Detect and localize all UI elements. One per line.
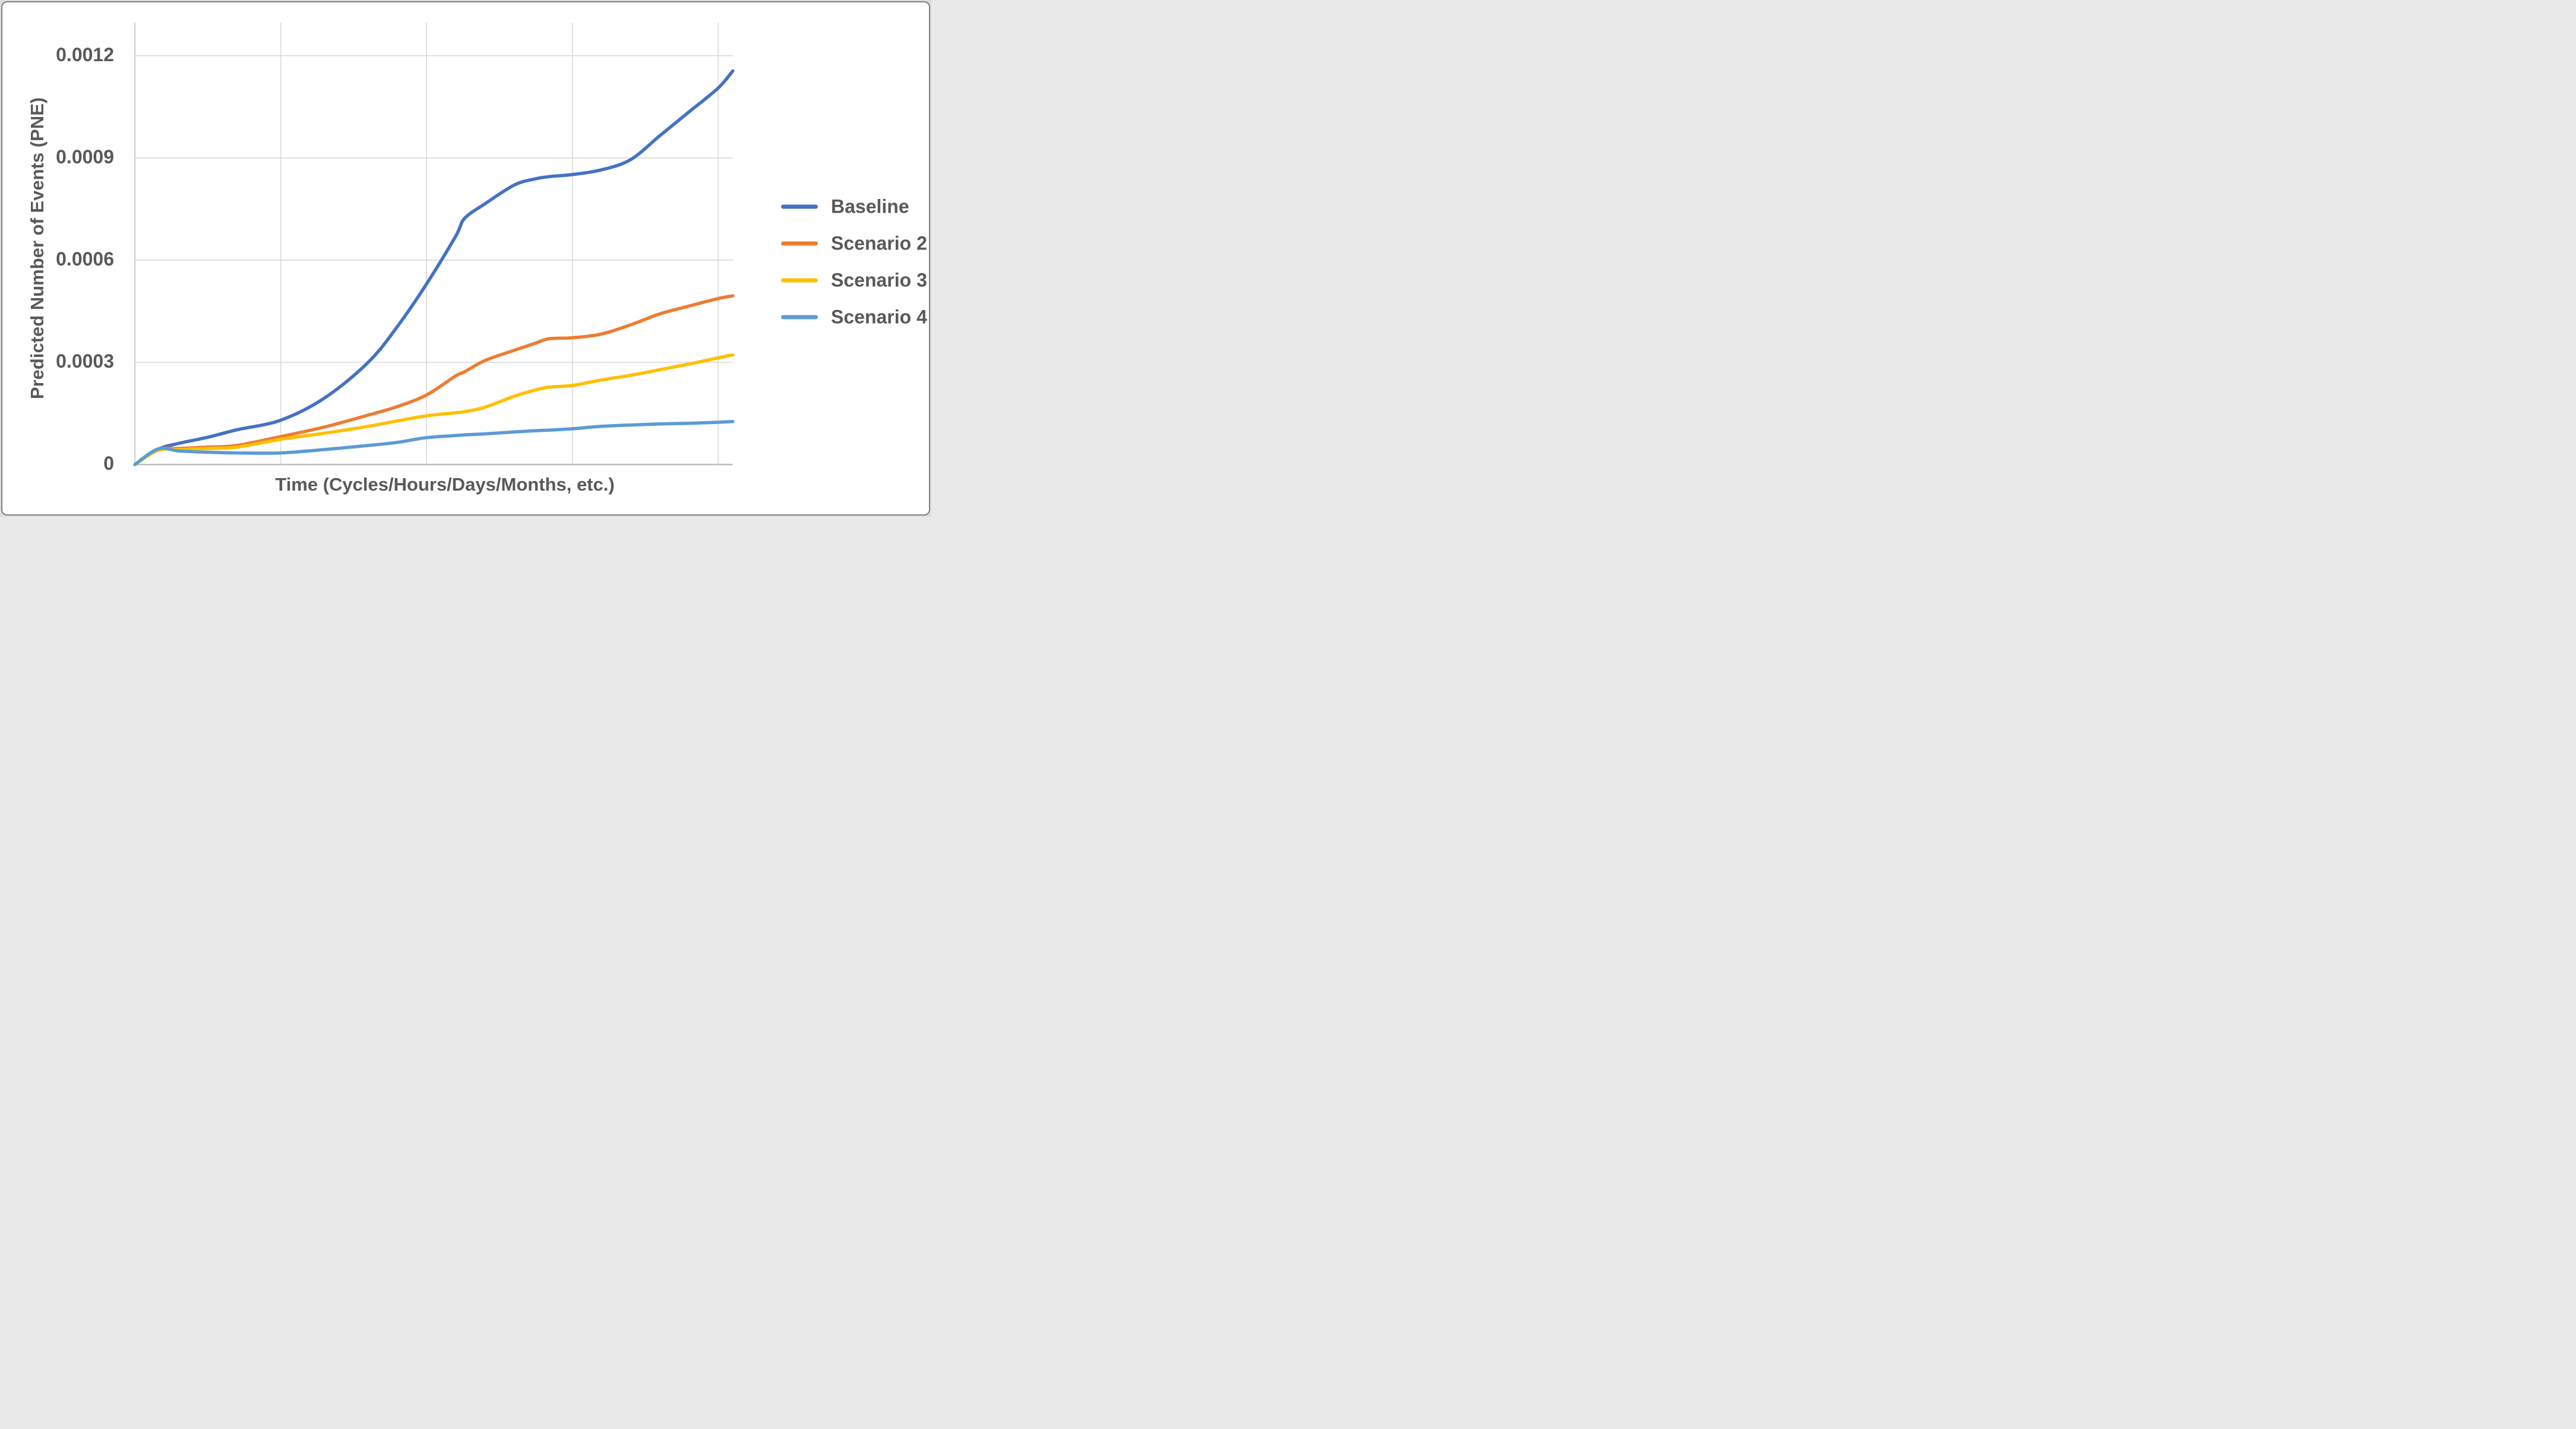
chart-frame xyxy=(1,1,930,516)
y-axis-title: Predicted Number of Events (PNE) xyxy=(27,97,48,400)
y-tick-label-0.0003: 0.0003 xyxy=(56,350,114,372)
series-line-baseline xyxy=(133,69,735,466)
series-line-scenario-3 xyxy=(133,353,735,466)
plot-area xyxy=(133,23,735,466)
y-tick-label-0.0009: 0.0009 xyxy=(56,146,114,167)
y-tick-label-0: 0 xyxy=(103,453,114,475)
series-line-scenario-4 xyxy=(133,420,735,466)
y-tick-label-0.0006: 0.0006 xyxy=(56,248,114,270)
x-axis-title: Time (Cycles/Hours/Days/Months, etc.) xyxy=(275,474,615,495)
series-line-scenario-2 xyxy=(133,294,735,466)
chart-canvas: Predicted Number of Events (PNE) Time (C… xyxy=(0,0,931,517)
y-tick-label-0.0012: 0.0012 xyxy=(56,43,114,65)
